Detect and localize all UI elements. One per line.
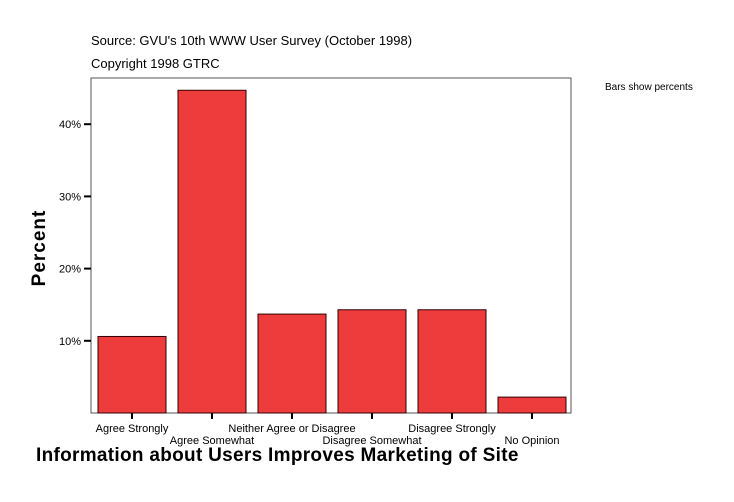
- copyright-note: Copyright 1998 GTRC: [91, 56, 220, 71]
- y-tick-label: 30%: [59, 191, 81, 203]
- x-tick-label: Neither Agree or Disagree: [228, 423, 355, 435]
- x-tick-label: Disagree Strongly: [408, 423, 496, 435]
- bar: [417, 309, 487, 414]
- bar: [257, 313, 327, 414]
- bar: [497, 396, 567, 414]
- y-tick-label: 20%: [59, 264, 81, 276]
- bar: [177, 89, 247, 414]
- bar: [337, 309, 407, 414]
- y-tick-label: 40%: [59, 119, 81, 131]
- x-tick-label: Agree Somewhat: [170, 435, 254, 447]
- bar: [97, 335, 167, 414]
- x-axis-title: Information about Users Improves Marketi…: [36, 445, 519, 466]
- source-note: Source: GVU's 10th WWW User Survey (Octo…: [91, 33, 413, 48]
- plot-frame: [90, 77, 572, 414]
- x-tick-label: No Opinion: [504, 435, 559, 447]
- bars-note: Bars show percents: [605, 82, 693, 93]
- y-tick-label: 10%: [59, 336, 81, 348]
- x-tick-label: Agree Strongly: [96, 423, 169, 435]
- x-tick-label: Disagree Somewhat: [322, 435, 421, 447]
